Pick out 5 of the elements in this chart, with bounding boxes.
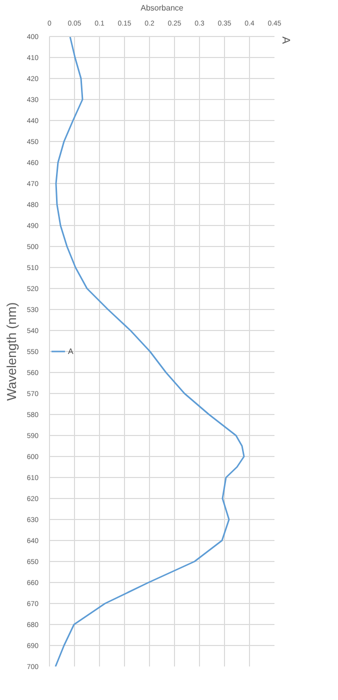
y-axis-title: Wavelength (nm) (4, 302, 19, 401)
text: A (68, 346, 74, 356)
x-axis-title: Absorbance (140, 4, 184, 12)
line-series (54, 36, 245, 666)
chart-title: A (280, 36, 292, 44)
